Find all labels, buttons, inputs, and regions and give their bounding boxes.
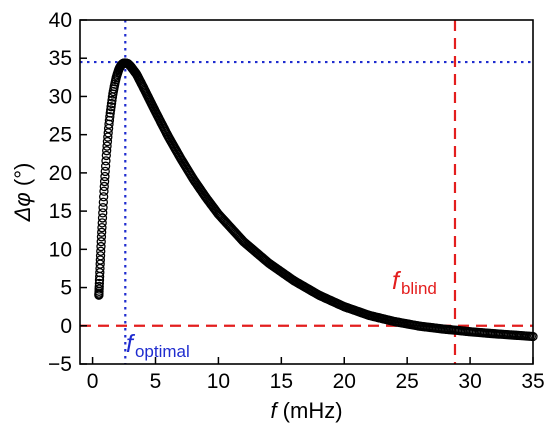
data-point <box>96 237 106 247</box>
x-tick-label: 15 <box>270 370 293 393</box>
data-point <box>94 284 104 294</box>
y-tick-label: −5 <box>48 353 72 376</box>
data-point <box>102 136 113 147</box>
x-axis-ticks: 0 5 10 15 20 25 30 35 <box>87 357 545 393</box>
data-point <box>94 281 104 292</box>
y-tick-label: 30 <box>49 85 72 108</box>
f-optimal-subscript: optimal <box>135 342 190 361</box>
y-tick-label: 40 <box>49 9 72 32</box>
x-tick-label: 35 <box>521 370 544 393</box>
data-point <box>98 208 108 218</box>
data-point <box>100 171 110 182</box>
f-blind-symbol: f <box>392 267 402 295</box>
x-tick-label: 0 <box>87 370 99 393</box>
data-point <box>95 251 106 261</box>
plot-frame <box>79 19 534 365</box>
x-tick-label: 20 <box>333 370 356 393</box>
data-series <box>94 58 538 342</box>
x-axis-symbol: f <box>270 398 279 423</box>
y-axis-label: Δφ (°) <box>10 163 35 223</box>
data-point <box>106 98 117 109</box>
data-point <box>106 105 116 115</box>
y-axis-unit: (°) <box>10 163 35 193</box>
data-point <box>99 192 109 202</box>
x-tick-label: 30 <box>458 370 481 393</box>
data-point <box>101 156 111 166</box>
f-optimal-symbol: f <box>126 330 136 358</box>
x-tick-label: 5 <box>150 370 162 393</box>
x-axis-label: f (mHz) <box>270 398 342 423</box>
y-tick-label: 0 <box>60 315 72 338</box>
data-point <box>97 223 107 233</box>
y-tick-label: 35 <box>49 47 72 70</box>
data-point <box>94 278 105 289</box>
data-point <box>103 128 113 138</box>
y-tick-label: 20 <box>49 162 72 185</box>
data-point <box>106 102 116 112</box>
data-point <box>100 166 110 177</box>
data-point <box>99 176 110 187</box>
data-point <box>102 146 112 156</box>
f-optimal-label: f optimal <box>126 330 190 361</box>
data-point <box>105 108 115 118</box>
f-blind-label: f blind <box>392 267 437 298</box>
x-tick-label: 10 <box>207 370 230 393</box>
data-point <box>105 112 115 122</box>
data-point <box>98 202 108 213</box>
data-point <box>97 227 107 237</box>
f-blind-subscript: blind <box>401 279 437 298</box>
data-point <box>97 213 108 223</box>
y-tick-label: 5 <box>60 277 72 300</box>
data-point <box>99 186 109 196</box>
data-point <box>95 255 105 265</box>
x-tick-label: 25 <box>395 370 418 393</box>
y-tick-label: 15 <box>49 200 72 223</box>
data-point <box>103 132 113 142</box>
y-axis-ticks: −5 0 5 10 15 20 25 30 35 40 <box>48 9 87 376</box>
x-axis-unit: (mHz) <box>277 398 343 423</box>
data-point <box>102 141 112 151</box>
data-point <box>100 161 111 171</box>
data-point <box>98 197 108 207</box>
data-point <box>101 150 111 161</box>
data-point <box>97 218 107 228</box>
data-point <box>96 246 106 256</box>
y-tick-label: 10 <box>49 238 72 261</box>
y-tick-label: 25 <box>49 124 72 147</box>
data-point <box>99 181 109 192</box>
data-point <box>96 241 106 252</box>
y-axis-symbol: Δφ <box>10 192 35 222</box>
data-point <box>96 232 107 242</box>
reference-lines <box>80 20 533 364</box>
data-point <box>107 95 117 105</box>
